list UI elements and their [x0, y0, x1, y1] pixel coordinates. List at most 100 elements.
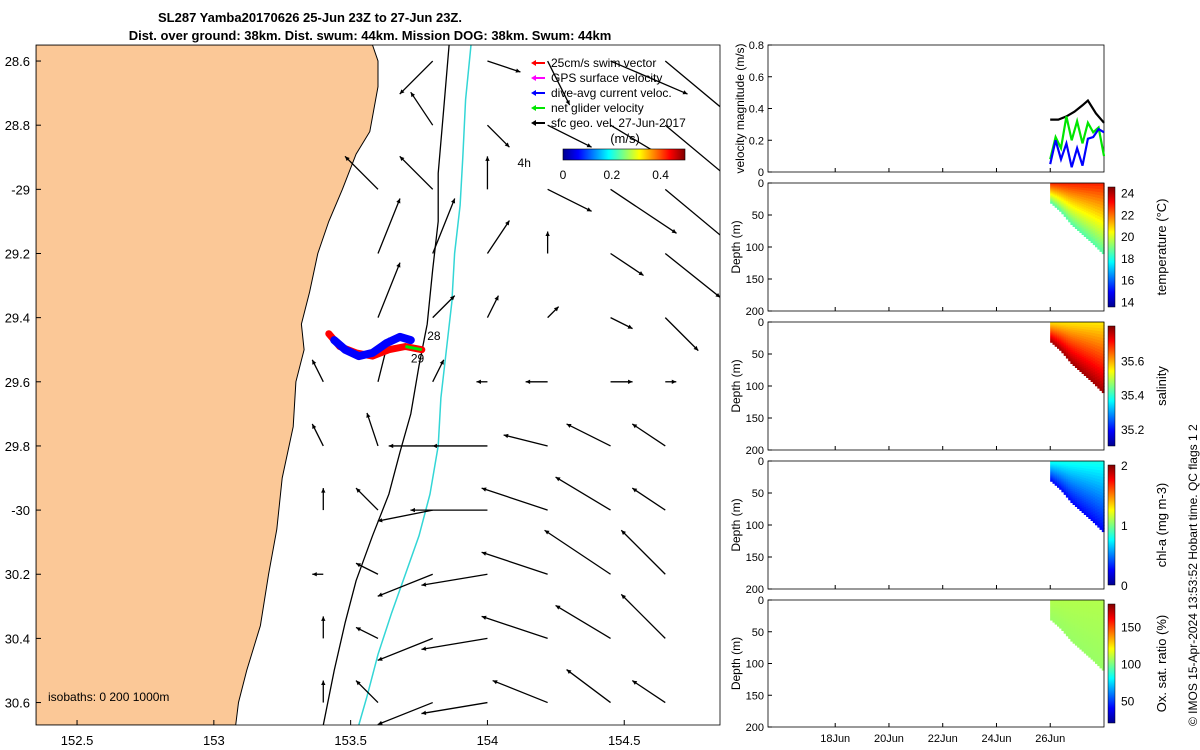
section-cell [1052, 190, 1056, 192]
section-cell [1065, 186, 1069, 189]
section-cell [1065, 199, 1069, 202]
section-cell [1052, 333, 1056, 335]
section-cell [1081, 204, 1085, 207]
section-cell [1052, 601, 1056, 603]
section-cell [1059, 476, 1062, 479]
section-cell [1054, 340, 1058, 343]
section-cell [1097, 644, 1101, 649]
vector-head [632, 680, 638, 685]
section-cell [1092, 188, 1096, 192]
section-cell [1052, 191, 1056, 193]
section-cell [1057, 464, 1060, 467]
section-cell [1070, 186, 1074, 190]
section-cell [1050, 329, 1053, 331]
section-cell [1090, 223, 1094, 227]
vector-head [565, 100, 570, 106]
section-cell [1074, 643, 1078, 646]
section-cell [1086, 488, 1089, 492]
section-cell [1065, 483, 1069, 487]
section-cell [1059, 183, 1062, 185]
section-cell [1070, 205, 1074, 208]
section-cell [1101, 199, 1105, 203]
section-cell [1086, 339, 1089, 343]
section-cell [1052, 605, 1056, 607]
section-cell [1057, 190, 1060, 192]
section-cell [1077, 198, 1080, 201]
section-cell [1079, 496, 1083, 500]
section-cell [1070, 337, 1074, 340]
section-cell [1101, 328, 1105, 333]
colorbar-label: (m/s) [610, 131, 640, 146]
section-cell [1092, 514, 1096, 518]
section-cell [1063, 631, 1067, 634]
section-cell [1086, 620, 1089, 624]
depth-axis-label: Depth (m) [729, 637, 743, 690]
section-cell [1092, 222, 1096, 226]
section-cell [1099, 210, 1103, 215]
vector-shaft [610, 188, 677, 234]
section-cell [1052, 324, 1056, 326]
section-cell [1068, 608, 1071, 611]
section-cell [1077, 365, 1080, 368]
section-cell [1059, 324, 1062, 327]
section-cell [1099, 226, 1103, 231]
section-cell [1086, 332, 1089, 336]
section-cell [1065, 600, 1069, 603]
vector-shaft [631, 423, 666, 447]
velocity-series [1049, 116, 1106, 160]
section-cell [1079, 617, 1083, 621]
section-cell [1097, 608, 1101, 613]
section-cell [1068, 336, 1071, 339]
section-cell [1090, 237, 1094, 241]
section-cell [1065, 328, 1069, 331]
section-cell [1081, 632, 1085, 636]
section-cell [1061, 331, 1065, 334]
section-cell [1097, 461, 1101, 465]
section-cell [1090, 191, 1094, 195]
section-cell [1054, 621, 1058, 624]
section-cell [1092, 463, 1096, 468]
section-cell [1088, 201, 1092, 205]
section-cell [1097, 515, 1101, 519]
section-cell [1070, 618, 1074, 622]
section-cell [1072, 488, 1076, 492]
section-cell [1086, 615, 1089, 619]
section-cell [1070, 496, 1074, 500]
vector-head [621, 594, 627, 600]
section-cell [1081, 482, 1085, 485]
section-cell [1101, 237, 1105, 242]
vector-shaft [555, 604, 611, 639]
colorbar-tick-label: 20 [1121, 230, 1135, 244]
section-cell [1092, 377, 1096, 382]
section-cell [1072, 188, 1076, 192]
section-cell [1072, 637, 1076, 640]
section-cell [1090, 378, 1094, 382]
section-cell [1092, 480, 1096, 484]
section-cell [1050, 471, 1053, 473]
section-cell [1099, 334, 1103, 339]
section-cell [1070, 468, 1074, 471]
section-cell [1072, 194, 1076, 198]
section-cell [1083, 234, 1087, 237]
section-cell [1077, 617, 1080, 620]
section-cell [1083, 607, 1087, 611]
section-cell [1074, 205, 1078, 209]
map-y-tick-label: -29 [11, 182, 30, 197]
section-cell [1079, 366, 1083, 370]
section-cell [1054, 464, 1058, 466]
section-cell [1095, 324, 1098, 329]
section-cell [1097, 614, 1101, 619]
section-cell [1063, 353, 1067, 356]
velocity-series [1049, 127, 1105, 168]
section-cell [1086, 190, 1089, 194]
section-cell [1068, 615, 1071, 618]
section-cell [1065, 326, 1069, 330]
section-cell [1101, 525, 1105, 529]
section-cell [1088, 224, 1092, 228]
section-cell [1063, 612, 1067, 615]
section-cell [1072, 190, 1076, 194]
section-cell [1054, 463, 1058, 465]
section-cell [1057, 347, 1060, 349]
section-cell [1083, 348, 1087, 352]
section-cell [1054, 604, 1058, 607]
